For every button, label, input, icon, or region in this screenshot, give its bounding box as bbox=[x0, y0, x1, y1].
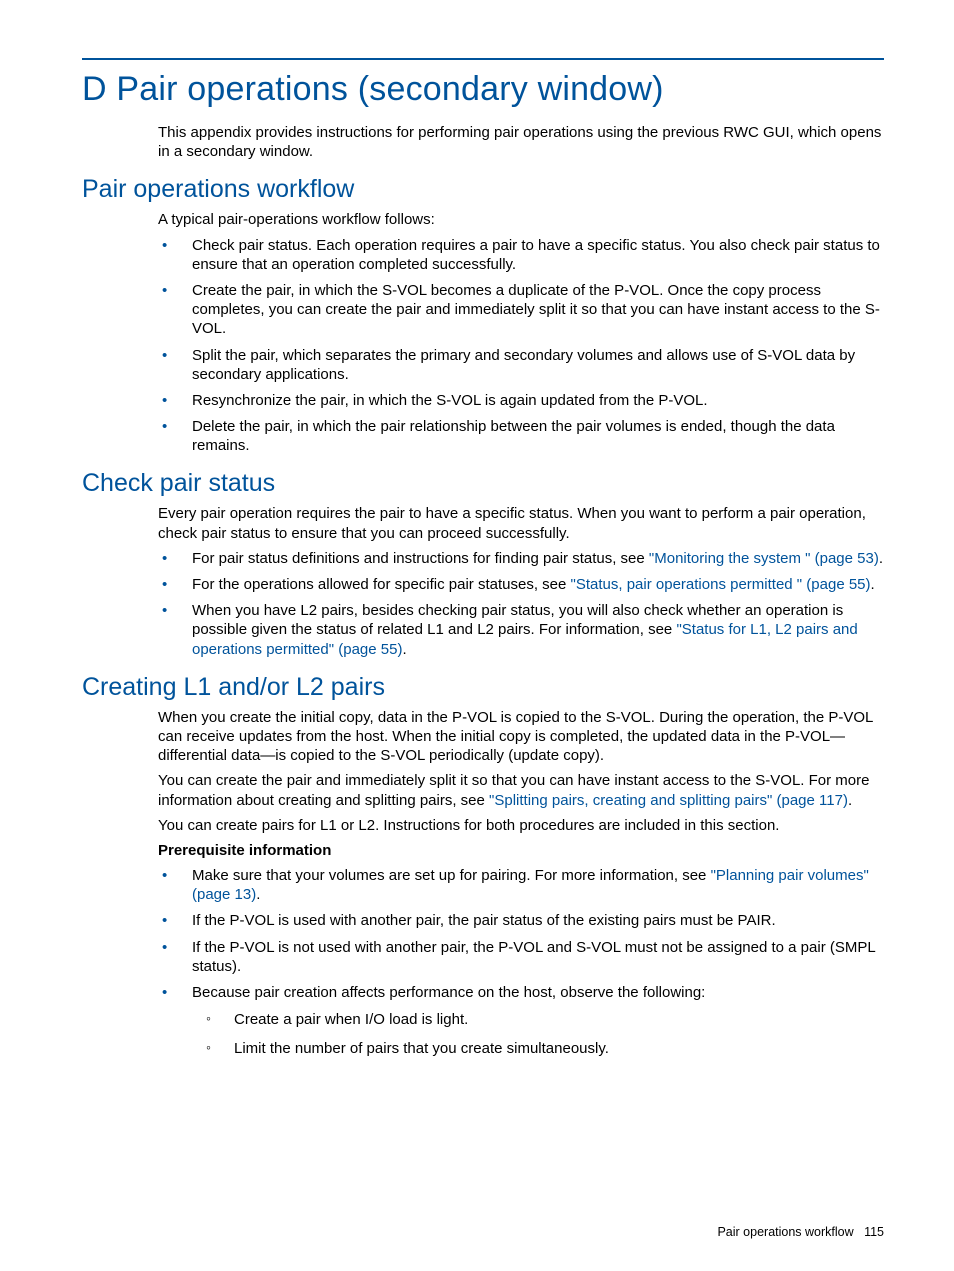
item-text: . bbox=[402, 641, 406, 658]
list-item: If the P-VOL is not used with another pa… bbox=[158, 938, 884, 976]
list-item: When you have L2 pairs, besides checking… bbox=[158, 601, 884, 659]
p2-text: . bbox=[848, 792, 852, 809]
list-item: Split the pair, which separates the prim… bbox=[158, 346, 884, 384]
top-rule bbox=[82, 58, 884, 60]
sub-list-item: Create a pair when I/O load is light. bbox=[192, 1010, 884, 1029]
sec2-lead: Every pair operation requires the pair t… bbox=[158, 504, 884, 542]
list-item: Create the pair, in which the S-VOL beco… bbox=[158, 281, 884, 339]
sec3-p3: You can create pairs for L1 or L2. Instr… bbox=[158, 816, 884, 835]
page-title: D Pair operations (secondary window) bbox=[82, 70, 884, 109]
sub-list-item: Limit the number of pairs that you creat… bbox=[192, 1039, 884, 1058]
list-item: Because pair creation affects performanc… bbox=[158, 983, 884, 1059]
sec3-sublist: Create a pair when I/O load is light. Li… bbox=[192, 1010, 884, 1058]
link-monitoring-system[interactable]: "Monitoring the system " (page 53) bbox=[649, 550, 879, 567]
list-item: If the P-VOL is used with another pair, … bbox=[158, 911, 884, 930]
prerequisite-label: Prerequisite information bbox=[158, 841, 884, 860]
intro-block: This appendix provides instructions for … bbox=[158, 123, 884, 161]
item-text: . bbox=[256, 886, 260, 903]
item-text: For the operations allowed for specific … bbox=[192, 576, 571, 593]
sec1-list: Check pair status. Each operation requir… bbox=[158, 236, 884, 456]
list-item: Delete the pair, in which the pair relat… bbox=[158, 417, 884, 455]
item-text: Make sure that your volumes are set up f… bbox=[192, 867, 711, 884]
link-splitting-pairs[interactable]: "Splitting pairs, creating and splitting… bbox=[489, 792, 848, 809]
sec3-list: Make sure that your volumes are set up f… bbox=[158, 866, 884, 1059]
item-text: . bbox=[879, 550, 883, 567]
sec1-lead-block: A typical pair-operations workflow follo… bbox=[158, 210, 884, 229]
item-text: . bbox=[871, 576, 875, 593]
section-heading-creating-pairs: Creating L1 and/or L2 pairs bbox=[82, 673, 884, 702]
footer-label: Pair operations workflow bbox=[717, 1225, 853, 1239]
list-item: Check pair status. Each operation requir… bbox=[158, 236, 884, 274]
page-footer: Pair operations workflow 115 bbox=[717, 1225, 884, 1239]
item-text: For pair status definitions and instruct… bbox=[192, 550, 649, 567]
list-item: For the operations allowed for specific … bbox=[158, 575, 884, 594]
list-item: For pair status definitions and instruct… bbox=[158, 549, 884, 568]
section-heading-check-status: Check pair status bbox=[82, 469, 884, 498]
item-text: Because pair creation affects performanc… bbox=[192, 984, 705, 1001]
list-item: Make sure that your volumes are set up f… bbox=[158, 866, 884, 904]
intro-text: This appendix provides instructions for … bbox=[158, 123, 884, 161]
list-item: Resynchronize the pair, in which the S-V… bbox=[158, 391, 884, 410]
sec2-list: For pair status definitions and instruct… bbox=[158, 549, 884, 659]
link-status-pair-ops[interactable]: "Status, pair operations permitted " (pa… bbox=[571, 576, 871, 593]
sec3-body: When you create the initial copy, data i… bbox=[158, 708, 884, 860]
section-heading-workflow: Pair operations workflow bbox=[82, 175, 884, 204]
footer-page-number: 115 bbox=[864, 1225, 884, 1239]
sec2-lead-block: Every pair operation requires the pair t… bbox=[158, 504, 884, 542]
sec1-lead: A typical pair-operations workflow follo… bbox=[158, 210, 884, 229]
document-page: D Pair operations (secondary window) Thi… bbox=[0, 0, 954, 1059]
sec3-p2: You can create the pair and immediately … bbox=[158, 771, 884, 809]
sec3-p1: When you create the initial copy, data i… bbox=[158, 708, 884, 766]
